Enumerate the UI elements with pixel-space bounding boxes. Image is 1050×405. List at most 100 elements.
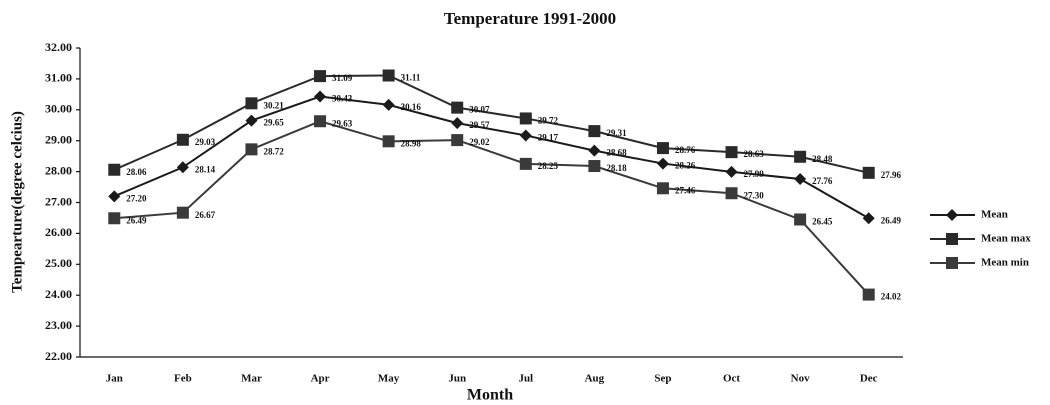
legend-marker bbox=[946, 257, 958, 269]
data-label: 27.20 bbox=[126, 193, 147, 203]
data-label: 29.02 bbox=[469, 137, 490, 147]
data-label: 26.49 bbox=[881, 215, 902, 225]
data-label: 29.17 bbox=[538, 133, 559, 143]
data-label: 28.63 bbox=[744, 149, 765, 159]
y-tick-label: 23.00 bbox=[45, 318, 72, 332]
data-point bbox=[657, 158, 669, 170]
x-tick-label: Jan bbox=[106, 373, 123, 385]
data-label: 28.06 bbox=[126, 167, 147, 177]
x-tick-label: Apr bbox=[311, 373, 330, 385]
data-point bbox=[245, 143, 257, 155]
data-point bbox=[726, 166, 738, 178]
y-tick-label: 25.00 bbox=[45, 256, 72, 270]
data-label: 27.76 bbox=[812, 176, 833, 186]
data-point bbox=[245, 97, 257, 109]
data-point bbox=[451, 134, 463, 146]
data-label: 27.30 bbox=[744, 190, 765, 200]
data-label: 26.45 bbox=[812, 217, 833, 227]
x-axis-label: Month bbox=[467, 387, 513, 404]
data-label: 27.46 bbox=[675, 185, 696, 195]
data-label: 27.99 bbox=[744, 169, 765, 179]
data-label: 28.68 bbox=[606, 148, 627, 158]
x-tick-label: Aug bbox=[585, 373, 605, 385]
data-point bbox=[863, 289, 875, 301]
data-point bbox=[177, 161, 189, 173]
legend-marker bbox=[946, 233, 958, 245]
y-tick-label: 28.00 bbox=[45, 163, 72, 177]
chart-title: Temperature 1991-2000 bbox=[444, 9, 616, 28]
y-axis-label: Tempearture(degree celcius) bbox=[9, 111, 25, 293]
x-tick-label: Oct bbox=[723, 373, 740, 385]
y-tick-label: 22.00 bbox=[45, 349, 72, 363]
data-point bbox=[794, 151, 806, 163]
data-point bbox=[177, 207, 189, 219]
data-label: 28.72 bbox=[263, 146, 284, 156]
x-tick-label: Jul bbox=[518, 373, 533, 385]
data-label: 30.21 bbox=[263, 100, 284, 110]
y-tick-label: 24.00 bbox=[45, 287, 72, 301]
data-label: 28.98 bbox=[401, 138, 422, 148]
data-point bbox=[726, 187, 738, 199]
data-point bbox=[726, 146, 738, 158]
data-label: 29.63 bbox=[332, 118, 353, 128]
data-point bbox=[863, 212, 875, 224]
y-tick-label: 26.00 bbox=[45, 225, 72, 239]
data-point bbox=[108, 212, 120, 224]
data-label: 30.43 bbox=[332, 94, 353, 104]
data-point bbox=[314, 115, 326, 127]
data-point bbox=[794, 173, 806, 185]
data-point bbox=[588, 160, 600, 172]
data-label: 28.25 bbox=[538, 161, 559, 171]
data-point bbox=[520, 112, 532, 124]
series-line bbox=[114, 121, 868, 294]
legend-label: Mean max bbox=[981, 233, 1031, 245]
data-point bbox=[588, 145, 600, 157]
data-point bbox=[657, 142, 669, 154]
x-tick-label: Mar bbox=[241, 373, 262, 385]
data-label: 29.31 bbox=[606, 128, 627, 138]
data-point bbox=[588, 125, 600, 137]
data-label: 31.11 bbox=[401, 73, 421, 83]
x-tick-label: May bbox=[378, 373, 400, 385]
data-label: 29.03 bbox=[195, 137, 216, 147]
data-point bbox=[314, 70, 326, 82]
x-tick-label: Feb bbox=[174, 373, 192, 385]
data-label: 29.65 bbox=[263, 118, 284, 128]
x-tick-label: Jun bbox=[448, 373, 466, 385]
data-point bbox=[108, 190, 120, 202]
chart: Temperature 1991-2000 Month Tempearture(… bbox=[0, 0, 1050, 405]
data-point bbox=[451, 102, 463, 114]
data-label: 28.76 bbox=[675, 145, 696, 155]
legend-label: Mean min bbox=[981, 257, 1029, 269]
data-point bbox=[177, 134, 189, 146]
data-point bbox=[520, 158, 532, 170]
data-label: 24.02 bbox=[881, 292, 902, 302]
data-label: 28.48 bbox=[812, 154, 833, 164]
data-label: 29.57 bbox=[469, 120, 490, 130]
legend-label: Mean bbox=[981, 209, 1008, 221]
data-point bbox=[108, 164, 120, 176]
data-label: 26.67 bbox=[195, 210, 216, 220]
data-point bbox=[657, 182, 669, 194]
data-label: 31.09 bbox=[332, 73, 353, 83]
data-point bbox=[794, 213, 806, 225]
data-point bbox=[863, 167, 875, 179]
data-point bbox=[383, 99, 395, 111]
data-point bbox=[451, 117, 463, 129]
data-label: 30.07 bbox=[469, 105, 490, 115]
data-label: 28.18 bbox=[606, 163, 627, 173]
x-tick-label: Dec bbox=[860, 373, 878, 385]
y-tick-label: 32.00 bbox=[45, 40, 72, 54]
x-tick-label: Sep bbox=[654, 373, 671, 385]
data-point bbox=[383, 70, 395, 82]
data-label: 28.14 bbox=[195, 164, 216, 174]
data-label: 29.72 bbox=[538, 116, 559, 126]
data-point bbox=[245, 115, 257, 127]
y-tick-label: 31.00 bbox=[45, 71, 72, 85]
data-point bbox=[314, 91, 326, 103]
data-point bbox=[383, 135, 395, 147]
y-tick-label: 30.00 bbox=[45, 102, 72, 116]
legend-marker bbox=[946, 209, 958, 221]
y-tick-label: 29.00 bbox=[45, 132, 72, 146]
data-label: 30.16 bbox=[401, 102, 422, 112]
